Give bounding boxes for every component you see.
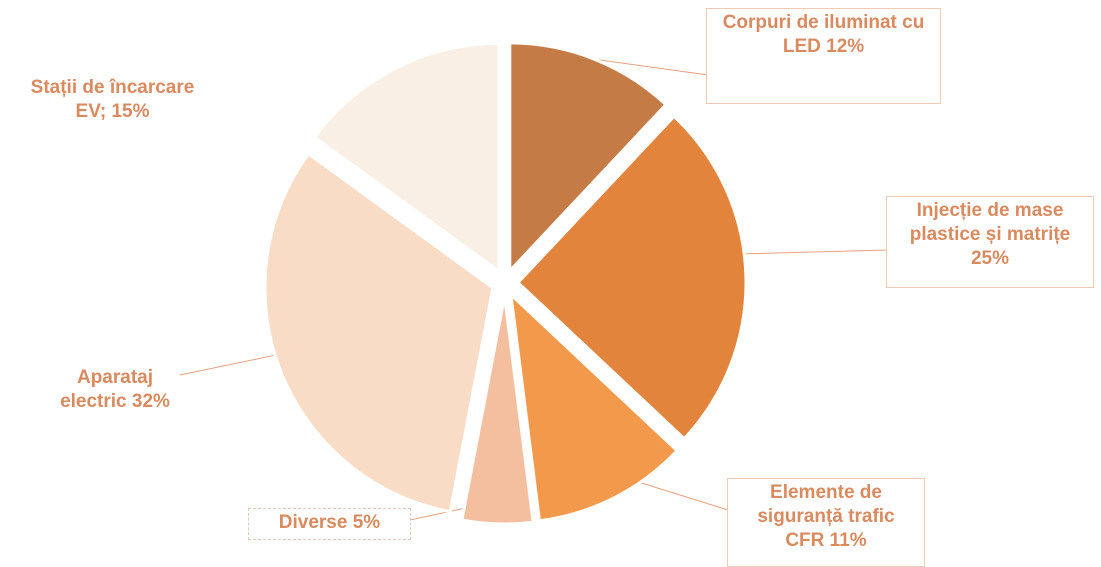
category-name: Corpuri de iluminat cu LED (722, 12, 925, 57)
category-name: Diverse (278, 512, 348, 533)
value-label: 5% (352, 512, 381, 533)
category-name: Stații de încarcare EV; (30, 77, 195, 122)
slice-label: Stații de încarcare EV; 15% (5, 76, 220, 126)
category-name: Elemente de siguranță trafic CFR (757, 482, 895, 551)
value-label: 12% (826, 36, 865, 57)
value-label: 32% (131, 391, 170, 412)
slice-label: Injecție de mase plastice și matrițe 25% (886, 196, 1094, 288)
pie-slice (508, 41, 668, 275)
value-label: 15% (111, 101, 150, 122)
slice-label: Corpuri de iluminat cu LED 12% (706, 8, 941, 104)
pie-slice (312, 41, 501, 275)
pie-slice (460, 295, 535, 526)
category-name: Aparataj electric (60, 367, 154, 412)
slice-label: Diverse 5% (248, 508, 411, 540)
value-label: 25% (970, 248, 1010, 269)
slice-label: Elemente de siguranță trafic CFR 11% (727, 478, 925, 567)
value-label: 11% (829, 530, 867, 551)
pie-slice (508, 290, 680, 523)
pie-slice (515, 114, 748, 441)
category-name: Injecție de mase plastice și matrițe (909, 200, 1071, 245)
pie-slice (263, 151, 495, 514)
leader-line (599, 59, 709, 76)
slice-label: Aparataj electric 32% (40, 366, 190, 444)
